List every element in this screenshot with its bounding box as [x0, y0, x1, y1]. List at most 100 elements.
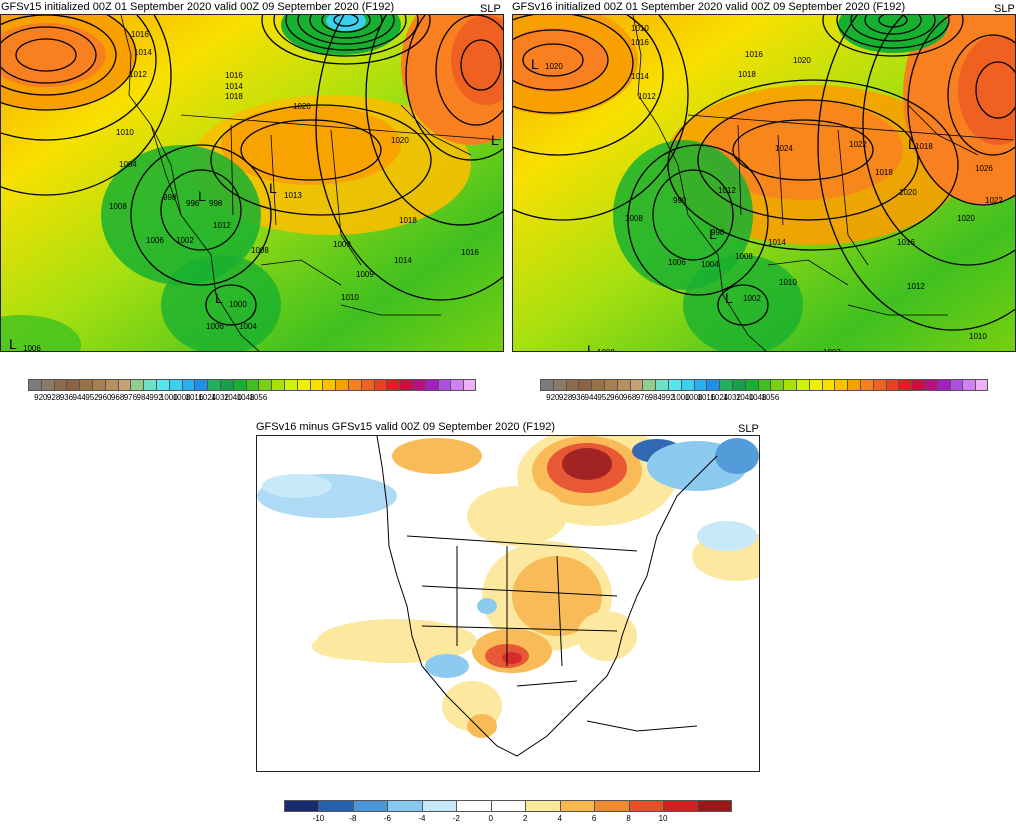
right-contour-label: 1016: [897, 238, 915, 247]
left-contour-label: 1014: [225, 82, 243, 91]
right-contour-label: 1006: [668, 258, 686, 267]
left-contour-label: 1012: [129, 70, 147, 79]
left-contour-label: 1020: [293, 102, 311, 111]
colorbar-tick-label: 1024: [198, 393, 217, 402]
colorbar-swatch: [744, 379, 758, 391]
left-panel-title: GFSv15 initialized 00Z 01 September 2020…: [1, 1, 395, 13]
colorbar-swatch: [642, 379, 656, 391]
right-contour-label: 1010: [969, 332, 987, 341]
colorbar-swatch: [421, 800, 457, 812]
colorbar-swatch: [437, 379, 451, 391]
left-contour-label: 998: [209, 199, 223, 208]
left-contour-label: 1008: [109, 202, 127, 211]
left-contour-label: 1014: [394, 256, 412, 265]
right-contour-label: 1008: [735, 252, 753, 261]
colorbar-tick-label: 6: [591, 814, 597, 823]
colorbar-swatch: [104, 379, 118, 391]
colorbar-tick-label: 1024: [710, 393, 729, 402]
left-contour-label: 1018: [399, 216, 417, 225]
right-contour-label: 999: [673, 196, 687, 205]
colorbar-swatch: [271, 379, 284, 391]
colorbar-swatch: [975, 379, 988, 391]
colorbar-swatch: [335, 379, 348, 391]
right-slp-colorbar: [540, 379, 988, 391]
svg-text:L: L: [198, 188, 206, 204]
colorbar-swatch: [181, 379, 195, 391]
colorbar-tick-label: 992: [149, 393, 163, 402]
diff-colorbar-labels: -10 -8 -6 -4 -2 0 2 4 6 8 10: [284, 814, 732, 824]
colorbar-tick-label: 960: [98, 393, 112, 402]
colorbar-swatch: [540, 379, 553, 391]
colorbar-tick-label: 1008: [684, 393, 703, 402]
colorbar-swatch: [962, 379, 976, 391]
colorbar-tick-label: -10: [312, 814, 325, 823]
colorbar-swatch: [655, 379, 668, 391]
right-slp-map: 1020 1016 1010 1016 1014 1012 1020 1018 …: [512, 14, 1016, 352]
colorbar-swatch: [411, 379, 425, 391]
colorbar-swatch: [898, 379, 912, 391]
colorbar-swatch: [578, 379, 592, 391]
colorbar-swatch: [594, 800, 629, 812]
colorbar-tick-label: 10: [658, 814, 668, 823]
right-contour-label: 1008: [625, 214, 643, 223]
colorbar-tick-label: -6: [383, 814, 391, 823]
colorbar-swatch: [603, 379, 617, 391]
colorbar-swatch: [387, 800, 422, 812]
colorbar-tick-label: 1008: [172, 393, 191, 402]
colorbar-swatch: [795, 379, 809, 391]
colorbar-swatch: [155, 379, 169, 391]
colorbar-swatch: [53, 379, 67, 391]
colorbar-swatch: [667, 379, 681, 391]
colorbar-tick-label: 8: [626, 814, 631, 823]
left-contour-label: 1013: [284, 191, 302, 200]
colorbar-swatch: [91, 379, 105, 391]
colorbar-swatch: [697, 800, 732, 812]
colorbar-swatch: [424, 379, 438, 391]
colorbar-tick-label: 1016: [697, 393, 716, 402]
diff-panel-field-tag: SLP: [738, 423, 759, 435]
colorbar-swatch: [885, 379, 899, 391]
colorbar-tick-label: 992: [661, 393, 675, 402]
left-contour-label: 998: [163, 193, 177, 202]
left-contour-label: 1012: [213, 221, 231, 230]
left-contour-label: 1014: [134, 48, 152, 57]
colorbar-tick-label: 4: [557, 814, 562, 823]
colorbar-tick-label: 960: [610, 393, 624, 402]
left-contour-label: 1009: [356, 270, 374, 279]
colorbar-swatch: [168, 379, 182, 391]
diff-panel-title: GFSv16 minus GFSv15 valid 00Z 09 Septemb…: [256, 421, 555, 433]
right-contour-label: 1014: [768, 238, 786, 247]
colorbar-tick-label: 984: [648, 393, 662, 402]
colorbar-tick-label: -8: [349, 814, 357, 823]
colorbar-swatch: [399, 379, 412, 391]
left-contour-label: 1018: [225, 92, 243, 101]
colorbar-swatch: [245, 379, 259, 391]
right-contour-label: 1007: [823, 348, 841, 352]
colorbar-swatch: [318, 800, 353, 812]
colorbar-swatch: [552, 379, 566, 391]
colorbar-tick-label: 952: [597, 393, 611, 402]
right-contour-label: 1008: [597, 348, 615, 352]
colorbar-swatch: [117, 379, 131, 391]
right-contour-label: 1020: [899, 188, 917, 197]
colorbar-tick-label: 928: [558, 393, 573, 402]
colorbar-swatch: [859, 379, 873, 391]
colorbar-swatch: [450, 379, 464, 391]
left-contour-label: 1002: [176, 236, 194, 245]
right-contour-label: 1020: [957, 214, 975, 223]
left-contour-label: 1004: [239, 322, 257, 331]
colorbar-tick-label: 944: [584, 393, 598, 402]
colorbar-swatch: [616, 379, 630, 391]
colorbar-swatch: [706, 379, 720, 391]
svg-text:L: L: [531, 56, 539, 72]
colorbar-swatch: [628, 800, 663, 812]
colorbar-tick-label: -2: [452, 814, 460, 823]
colorbar-tick-label: 1056: [249, 393, 268, 402]
colorbar-tick-label: 1016: [185, 393, 204, 402]
right-contour-label: 998: [711, 228, 725, 237]
colorbar-tick-label: 920: [546, 393, 560, 402]
colorbar-tick-label: 936: [59, 393, 74, 402]
colorbar-swatch: [834, 379, 848, 391]
left-contour-label: 996: [186, 199, 200, 208]
colorbar-tick-label: 2: [522, 814, 528, 823]
